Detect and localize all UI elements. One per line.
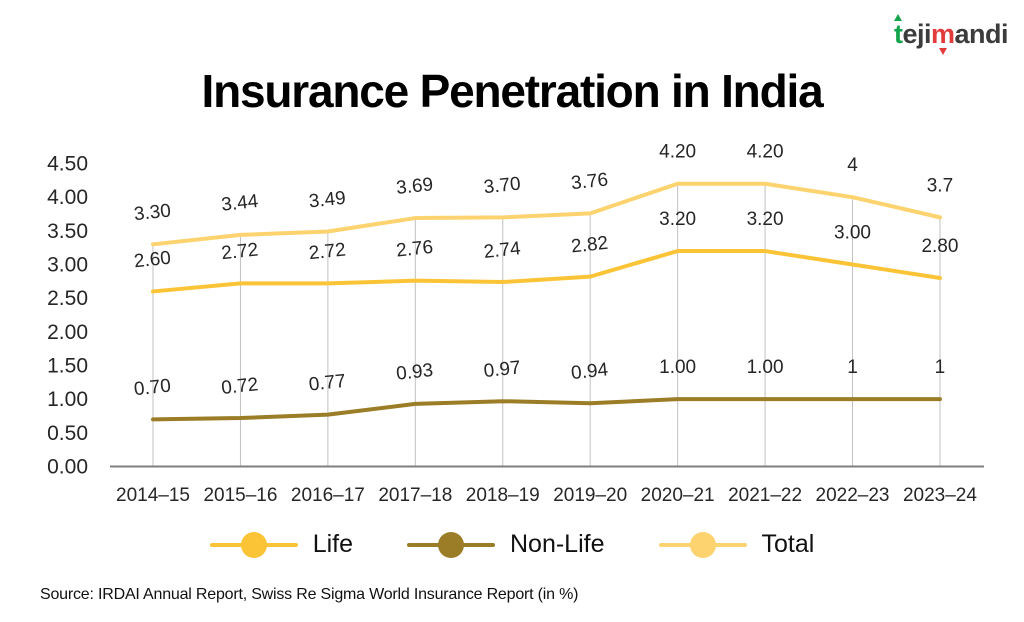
svg-text:2.82: 2.82 xyxy=(570,233,609,258)
x-axis-category-labels: 2014–15 2015–16 2016–17 2017–18 2018–19 2019–… xyxy=(116,485,977,506)
svg-text:0.93: 0.93 xyxy=(395,360,434,385)
legend-item-non-life: Non-Life xyxy=(407,530,605,559)
gridlines xyxy=(152,183,941,467)
svg-text:0.70: 0.70 xyxy=(133,376,172,401)
chart-title: Insurance Penetration in India xyxy=(201,65,824,117)
logo-up-arrow-icon: t xyxy=(893,14,903,49)
svg-text:2.76: 2.76 xyxy=(395,237,434,262)
legend-item-life: Life xyxy=(209,530,353,559)
svg-text:2018–19: 2018–19 xyxy=(466,485,540,506)
non-life-series-line xyxy=(151,397,942,422)
svg-text:2.60: 2.60 xyxy=(133,248,172,273)
svg-text:2014–15: 2014–15 xyxy=(116,485,190,506)
y-axis-tick-labels: 0.00 0.50 1.00 1.50 2.00 2.50 3.00 3.50 4.00 4.50 xyxy=(47,153,88,479)
svg-text:4: 4 xyxy=(847,155,858,176)
svg-text:1.50: 1.50 xyxy=(47,355,88,378)
source-note: Source: IRDAI Annual Report, Swiss Re Si… xyxy=(40,586,579,603)
svg-text:2019–20: 2019–20 xyxy=(553,485,627,506)
logo-text: eji xyxy=(902,19,931,49)
svg-text:1.00: 1.00 xyxy=(659,357,696,378)
svg-text:2020–21: 2020–21 xyxy=(641,485,715,506)
svg-text:3.50: 3.50 xyxy=(47,220,88,243)
logo-text: andi xyxy=(954,19,1008,49)
svg-text:4.20: 4.20 xyxy=(659,142,696,163)
svg-text:2016–17: 2016–17 xyxy=(291,485,365,506)
line-chart: 0.00 0.50 1.00 1.50 2.00 2.50 3.00 3.50 4.00 4.50… xyxy=(47,142,984,506)
svg-text:2017–18: 2017–18 xyxy=(378,485,452,506)
total-series-line xyxy=(151,181,942,247)
total-data-labels: 3.30 3.44 3.49 3.69 3.70 3.76 4.20 4.20 4 3.7 xyxy=(133,142,953,226)
svg-text:3.30: 3.30 xyxy=(133,200,172,225)
tejimandi-logo: tejimandi xyxy=(893,14,1008,50)
svg-text:1.00: 1.00 xyxy=(747,357,784,378)
svg-text:0.72: 0.72 xyxy=(220,374,259,399)
svg-text:2023–24: 2023–24 xyxy=(903,485,977,506)
svg-text:2021–22: 2021–22 xyxy=(728,485,802,506)
svg-text:2.50: 2.50 xyxy=(47,287,88,310)
life-data-labels: 2.60 2.72 2.72 2.76 2.74 2.82 3.20 3.20 3.00 2.80 xyxy=(133,209,959,272)
svg-text:1: 1 xyxy=(847,357,858,378)
svg-text:2022–23: 2022–23 xyxy=(816,485,890,506)
svg-text:3.20: 3.20 xyxy=(659,209,696,230)
svg-text:4.20: 4.20 xyxy=(747,142,784,163)
svg-text:4.50: 4.50 xyxy=(47,153,88,176)
svg-text:3.00: 3.00 xyxy=(834,223,871,244)
legend-label-non-life: Non-Life xyxy=(510,530,605,558)
svg-text:3.20: 3.20 xyxy=(747,209,784,230)
non-life-data-labels: 0.70 0.72 0.77 0.93 0.97 0.94 1.00 1.00 1 1 xyxy=(133,357,945,400)
life-line-marker-icon xyxy=(209,531,298,559)
svg-text:0.50: 0.50 xyxy=(47,422,88,445)
total-line-marker-icon xyxy=(658,531,747,559)
legend-item-total: Total xyxy=(658,530,815,559)
non-life-line-marker-icon xyxy=(407,531,495,559)
svg-text:3.69: 3.69 xyxy=(395,174,434,199)
svg-text:0.94: 0.94 xyxy=(570,359,609,384)
legend-label-life: Life xyxy=(312,530,353,558)
svg-text:2.00: 2.00 xyxy=(47,321,88,344)
svg-text:3.70: 3.70 xyxy=(483,174,522,199)
chart-legend: Life Non-Life Total xyxy=(0,530,1024,559)
svg-text:1.00: 1.00 xyxy=(47,388,88,411)
svg-text:2.80: 2.80 xyxy=(921,236,958,257)
logo-down-arrow-icon: m xyxy=(930,19,955,49)
svg-text:2015–16: 2015–16 xyxy=(203,485,277,506)
life-series-line xyxy=(151,249,942,294)
svg-text:4.00: 4.00 xyxy=(47,186,88,209)
svg-text:2.72: 2.72 xyxy=(220,240,259,265)
svg-text:3.44: 3.44 xyxy=(220,191,259,216)
svg-text:3.49: 3.49 xyxy=(308,188,347,213)
svg-text:2.72: 2.72 xyxy=(308,240,347,265)
svg-text:1: 1 xyxy=(935,357,946,378)
svg-text:3.00: 3.00 xyxy=(47,254,88,277)
legend-label-total: Total xyxy=(761,530,815,558)
svg-text:0.97: 0.97 xyxy=(483,357,522,382)
svg-text:2.74: 2.74 xyxy=(483,238,522,263)
svg-text:0.77: 0.77 xyxy=(308,371,347,396)
svg-text:3.7: 3.7 xyxy=(927,175,953,196)
svg-text:0.00: 0.00 xyxy=(47,456,88,479)
svg-text:3.76: 3.76 xyxy=(570,169,609,194)
